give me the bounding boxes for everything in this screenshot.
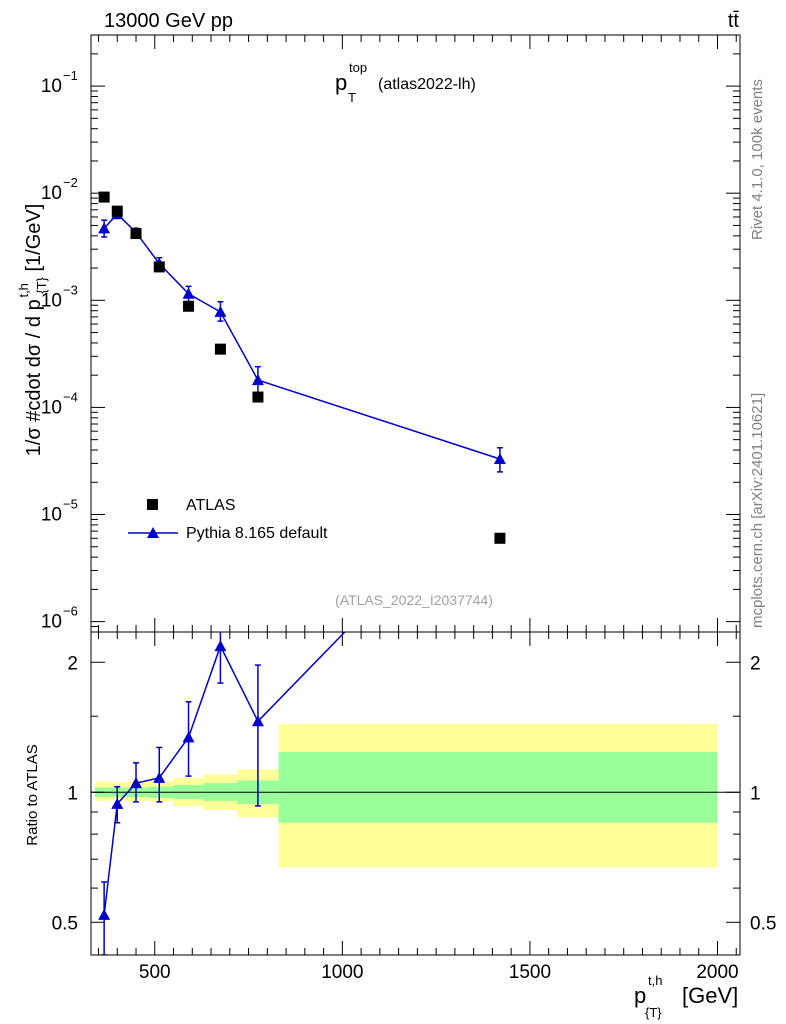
pythia-line <box>103 212 501 460</box>
legend-atlas-label: ATLAS <box>186 497 236 514</box>
main-title-tag: (atlas2022-lh) <box>378 76 476 93</box>
xtick-label-3: 2000 <box>696 962 738 983</box>
main-title-sub: T <box>348 90 356 105</box>
analysis-id: (ATLAS_2022_I2037744) <box>335 592 493 608</box>
pythia-point-7 <box>493 452 506 464</box>
pythia-point-0 <box>98 222 111 234</box>
ratio-ytick-label-1: 1 <box>67 783 78 804</box>
ratio-ylabel-group: Ratio to ATLAS <box>24 744 41 845</box>
main-ytick-exp-1: −2 <box>63 175 78 190</box>
ratio-plot <box>91 632 740 955</box>
main-ytick-label-2: 10 <box>41 290 62 311</box>
main-ytick-exp-5: −6 <box>63 604 78 619</box>
main-ytick-label-1: 10 <box>41 183 62 204</box>
xtick-label-2: 1500 <box>509 962 551 983</box>
atlas-point-3 <box>153 261 165 273</box>
main-ytick-label-5: 10 <box>41 612 62 633</box>
atlas-point-7 <box>494 532 506 544</box>
ratio-point-4 <box>182 731 195 743</box>
xaxis-label: p <box>634 983 646 1008</box>
atlas-point-1 <box>111 205 123 217</box>
rivet-label: Rivet 4.1.0, 100k events <box>749 79 766 240</box>
ratio-point-0 <box>98 908 111 920</box>
main-ylabel-text: 1/σ #cdot dσ / d p {T} t,h [1/GeV] <box>11 204 51 457</box>
ratio-ytick-label-right-0: 2 <box>750 653 761 674</box>
main-title-sup: top <box>349 60 367 75</box>
rivet-label-group: Rivet 4.1.0, 100k events <box>749 79 766 240</box>
main-plot <box>91 35 740 633</box>
main-ytick-label-0: 10 <box>41 76 62 97</box>
atlas-point-6 <box>252 391 264 403</box>
atlas-point-5 <box>214 343 226 355</box>
ratio-line <box>103 632 346 916</box>
ratio-ylabel: Ratio to ATLAS <box>24 744 41 845</box>
ratio-series-group <box>98 632 346 955</box>
mcplots-label-group: mcplots.cern.ch [arXiv:2401.10621] <box>749 393 766 628</box>
atlas-point-2 <box>130 228 142 240</box>
main-ylabel-prefix: 1/σ #cdot dσ / d p <box>23 299 45 456</box>
main-ytick-exp-2: −3 <box>63 282 78 297</box>
main-title-p: p <box>335 70 347 95</box>
process-label: tt̄ <box>728 10 740 32</box>
ratio-point-2 <box>130 777 143 789</box>
legend-pythia-label: Pythia 8.165 default <box>186 525 328 542</box>
pythia-point-4 <box>182 287 195 299</box>
main-ytick-exp-4: −5 <box>63 497 78 512</box>
legend-pythia-marker <box>147 527 159 538</box>
main-ylabel-sup: t,h <box>16 283 31 297</box>
main-title: p <box>335 70 347 95</box>
xtick-label-1: 1000 <box>321 962 363 983</box>
ratio-band-inner-7 <box>278 751 718 823</box>
ratio-ytick-label-2: 0.5 <box>52 913 78 934</box>
main-ylabel-unit: [1/GeV] <box>23 204 45 272</box>
xaxis-label-unit: [GeV] <box>682 983 738 1008</box>
main-ytick-exp-0: −1 <box>63 68 78 83</box>
main-ytick-label-3: 10 <box>41 397 62 418</box>
ratio-point-5 <box>214 640 227 652</box>
main-ytick-label-4: 10 <box>41 505 62 526</box>
legend-atlas-marker <box>147 499 158 510</box>
xaxis-label-sub: {T} <box>645 1005 662 1020</box>
main-ylabel: 1/σ #cdot dσ / d p {T} t,h [1/GeV] <box>11 204 51 457</box>
atlas-point-4 <box>183 300 195 312</box>
ratio-ytick-label-right-1: 1 <box>750 783 761 804</box>
main-ylabel-sub: {T} <box>34 276 49 293</box>
pythia-point-5 <box>214 305 227 317</box>
atlas-point-0 <box>98 191 110 203</box>
ratio-ytick-label-right-2: 0.5 <box>750 913 776 934</box>
ratio-point-6 <box>251 715 264 727</box>
main-frame <box>90 34 741 633</box>
energy-label: 13000 GeV pp <box>104 10 233 32</box>
xtick-label-0: 500 <box>139 962 171 983</box>
xaxis-label-p: p <box>634 983 646 1008</box>
mcplots-label: mcplots.cern.ch [arXiv:2401.10621] <box>749 393 766 628</box>
pythia-point-6 <box>251 374 264 386</box>
ratio-ytick-label-0: 2 <box>67 653 78 674</box>
main-ytick-exp-3: −4 <box>63 389 78 404</box>
ratio-frame <box>90 631 741 956</box>
xaxis-label-sup: t,h <box>648 973 662 988</box>
ratio-point-3 <box>153 771 166 783</box>
ratio-point-1 <box>111 797 124 809</box>
